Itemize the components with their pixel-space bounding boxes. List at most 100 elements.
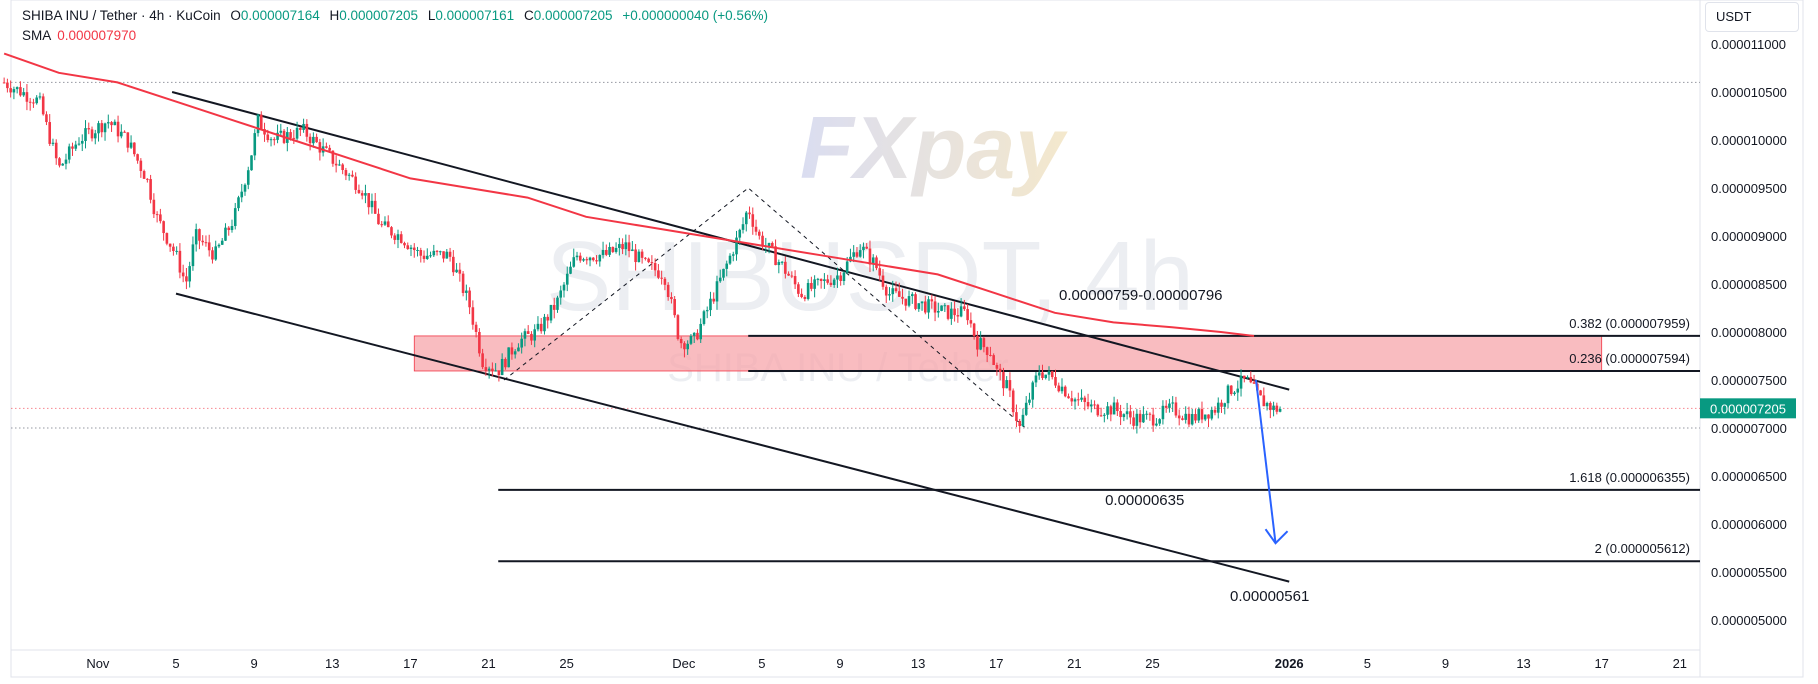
candle-body (152, 199, 156, 215)
candle-body (116, 121, 120, 137)
candle-body (1177, 415, 1181, 419)
candle-body (728, 255, 732, 264)
candle-body (357, 189, 361, 194)
fib-levels: 0.382 (0.000007959) 0.236 (0.000007594) 1.… (498, 316, 1700, 563)
time-tick-label: 9 (1442, 656, 1449, 671)
candle-body (530, 333, 533, 341)
price-tick-label: 0.000009000 (1711, 229, 1787, 244)
candle-body (481, 353, 484, 368)
candle-body (826, 279, 829, 283)
candle-body (692, 332, 696, 336)
candle-body (539, 323, 543, 332)
candle-body (191, 244, 195, 267)
candle-body (373, 200, 377, 214)
candle-body (1037, 372, 1041, 376)
candle-body (582, 259, 585, 261)
candle-body (884, 286, 888, 296)
candle-body (943, 305, 947, 307)
candle-body (230, 226, 234, 231)
price-tick-label: 0.000006000 (1711, 517, 1787, 532)
candle-body (829, 282, 833, 286)
time-tick-label: 13 (325, 656, 339, 671)
candle-body (722, 268, 725, 278)
candle-body (1057, 385, 1061, 392)
candle-body (266, 134, 270, 141)
arrow-shaft (1255, 379, 1277, 544)
time-tick-label: 17 (1594, 656, 1608, 671)
candle-body (256, 114, 260, 134)
candle-body (738, 229, 742, 238)
candle-body (1031, 382, 1035, 400)
candle-body (403, 242, 406, 246)
candle-body (888, 294, 891, 296)
candle-body (1194, 414, 1197, 421)
candle-body (917, 303, 921, 309)
candle-body (97, 123, 100, 134)
candle-body (123, 131, 126, 133)
time-tick-label: 21 (1673, 656, 1687, 671)
candle-body (875, 257, 878, 269)
candle-body (67, 146, 71, 160)
candle-body (914, 294, 917, 309)
candle-body (155, 214, 159, 216)
candle-body (1070, 398, 1074, 402)
candle-body (631, 249, 634, 252)
candle-body (233, 208, 237, 227)
symbol-title[interactable]: SHIBA INU / Tether · 4h · KuCoin (22, 8, 221, 23)
candle-body (806, 283, 810, 299)
candle-body (305, 123, 309, 137)
candle-body (64, 159, 68, 164)
dotted-levels (11, 81, 1700, 429)
candle-body (969, 320, 973, 324)
candle-body (461, 273, 465, 293)
price-tag-bg (1700, 398, 1796, 419)
candle-body (881, 275, 885, 287)
candle-body (823, 279, 826, 282)
candle-body (399, 234, 403, 243)
candle-body (149, 179, 152, 200)
candle-body (751, 214, 755, 227)
price-tick-label: 0.000008500 (1711, 277, 1787, 292)
candle-body (25, 92, 29, 102)
candle-body (614, 247, 618, 252)
candle-body (803, 297, 807, 299)
candle-body (543, 316, 546, 332)
candle-body (1132, 417, 1135, 426)
candle-body (618, 244, 621, 248)
candle-body (676, 315, 680, 339)
candle-body (90, 129, 94, 139)
open-label: O (230, 8, 241, 23)
candle-body (214, 246, 218, 260)
candle-body (790, 275, 794, 277)
candle-body (295, 127, 299, 139)
candle-body (982, 338, 986, 348)
candle-body (312, 136, 315, 144)
candle-body (627, 242, 631, 252)
candle-body (315, 136, 318, 143)
price-axis[interactable]: 0.000011000 0.000010500 0.000010000 0.00000… (1711, 37, 1787, 628)
candle-body (32, 102, 35, 104)
candle-body (956, 315, 960, 317)
candle-body (61, 163, 65, 166)
candle-body (771, 242, 774, 247)
candle-body (644, 257, 647, 259)
candle-body (673, 299, 676, 316)
sma-row[interactable]: SMA 0.000007970 (22, 26, 768, 46)
currency-unit-button[interactable]: USDT (1705, 2, 1799, 32)
candle-body (471, 307, 475, 325)
candle-body (1054, 377, 1057, 386)
annotation-0: 0.00000635 (1105, 492, 1184, 509)
time-tick-label: 21 (1067, 656, 1081, 671)
candle-body (1122, 414, 1126, 418)
candle-body (468, 290, 471, 308)
candle-body (259, 114, 263, 130)
candle-body (106, 122, 110, 124)
time-axis[interactable]: Nov 5 9 13 17 21 25 Dec 5 9 13 17 21 25 2026 5 9 13 17 21 (86, 656, 1687, 671)
candle-body (1203, 414, 1207, 420)
candle-body (1269, 402, 1272, 411)
candle-body (273, 139, 276, 141)
candle-body (1008, 380, 1012, 391)
candle-body (1011, 390, 1015, 413)
candle-body (383, 221, 387, 225)
